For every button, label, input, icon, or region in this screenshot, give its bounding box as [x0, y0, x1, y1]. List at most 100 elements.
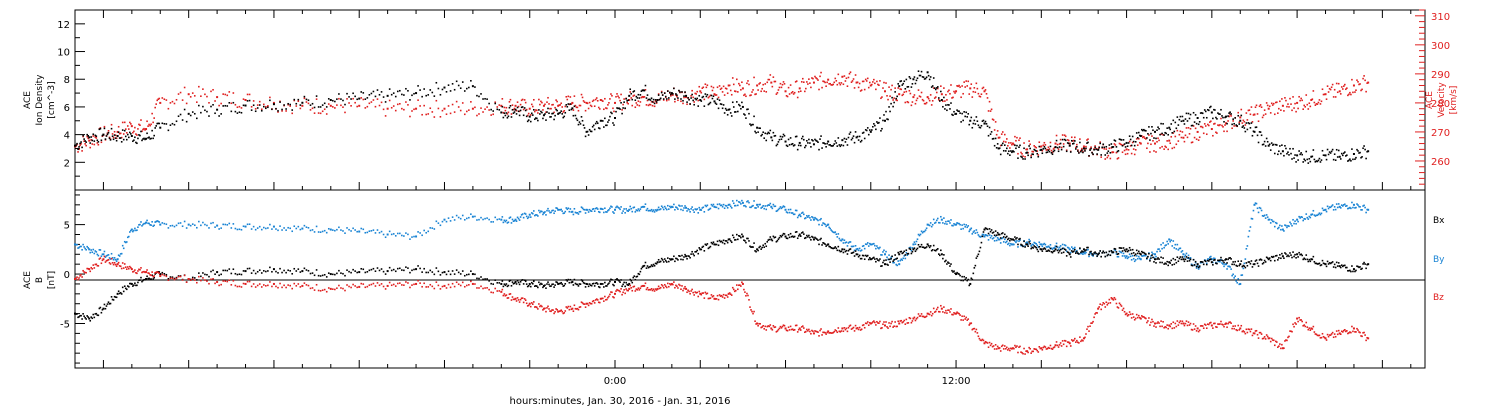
top-velocity-interp-point — [1077, 149, 1079, 151]
bottom-by-interp-point — [665, 208, 668, 211]
top-ion-density-interp-point — [939, 100, 941, 102]
bottom-by-point — [827, 223, 830, 226]
bottom-bx-point — [1154, 258, 1156, 261]
top-velocity-interp-point — [1178, 133, 1181, 136]
bottom-bx-interp-point — [1189, 258, 1192, 261]
bottom-bx-interp-point — [1023, 240, 1025, 243]
top-velocity-interp-point — [1265, 102, 1268, 104]
bottom-by-interp-point — [655, 210, 658, 212]
top-ion-density-interp-point — [368, 94, 371, 96]
bottom-by-interp-point — [1057, 248, 1060, 251]
top-velocity-interp-point — [504, 109, 507, 112]
bottom-by-interp-point — [995, 239, 998, 242]
bottom-bx-interp-point — [1361, 267, 1363, 270]
bottom-bx-interp-point — [622, 283, 624, 286]
bottom-by-interp-point — [1228, 265, 1230, 268]
bottom-bx-interp-point — [134, 282, 136, 285]
bottom-bx-interp-point — [680, 258, 682, 261]
bottom-bz-interp-point — [346, 284, 348, 286]
top-velocity-interp-point — [1356, 79, 1358, 81]
top-ion-density-interp-point — [135, 141, 137, 144]
top-velocity-interp-point — [1045, 149, 1048, 151]
top-velocity-interp-point — [433, 116, 436, 118]
top-velocity-interp-point — [366, 105, 369, 108]
top-velocity-interp-point — [311, 107, 314, 110]
bottom-by-interp-point — [793, 213, 796, 216]
top-velocity-interp-point — [987, 110, 990, 112]
top-ion-density-interp-point — [319, 106, 322, 108]
bottom-by-interp-point — [1144, 254, 1146, 257]
top-velocity-interp-point — [1280, 109, 1282, 111]
bottom-by-interp-point — [911, 247, 914, 249]
bottom-bx-interp-point — [1130, 252, 1133, 255]
top-velocity-interp-point — [622, 103, 624, 106]
bottom-bz-interp-point — [232, 280, 235, 282]
bottom-by-interp-point — [98, 249, 101, 251]
top-velocity-interp-point — [686, 103, 688, 106]
bottom-by-interp-point — [617, 206, 619, 209]
top-ion-density-interp-point — [1188, 117, 1191, 120]
top-ion-density-interp-point — [987, 134, 990, 137]
bottom-bx-interp-point — [1123, 249, 1126, 251]
bottom-by-interp-point — [1366, 208, 1368, 211]
top-velocity-interp-point — [336, 104, 338, 106]
top-ion-density-interp-point — [376, 89, 379, 91]
bottom-bx-interp-point — [117, 290, 120, 293]
top-ion-density-interp-point — [946, 109, 948, 112]
top-right-tick-label: 280 — [1431, 99, 1450, 110]
bottom-bx-interp-point — [594, 282, 597, 285]
bottom-by-interp-point — [705, 205, 708, 208]
bottom-by-interp-point — [755, 207, 757, 209]
top-velocity-interp-point — [1184, 134, 1187, 137]
bottom-bx-point — [642, 265, 645, 268]
top-ion-density-interp-point — [309, 104, 312, 106]
top-ion-density-interp-point — [1255, 126, 1258, 128]
top-ion-density-interp-point — [859, 141, 862, 143]
top-velocity-interp-point — [461, 102, 464, 104]
top-velocity-interp-point — [232, 92, 235, 94]
top-ion-density-interp-point — [441, 88, 444, 91]
top-ion-density-point — [1338, 155, 1341, 158]
top-ion-density-interp-point — [889, 110, 891, 113]
bottom-bz-interp-point — [583, 303, 586, 305]
top-velocity-interp-point — [1303, 104, 1306, 107]
top-velocity-interp-point — [604, 97, 606, 100]
bottom-bx-interp-point — [690, 253, 692, 255]
top-velocity-interp-point — [1059, 138, 1062, 141]
bottom-by-interp-point — [1333, 206, 1336, 208]
bottom-by-interp-point — [861, 245, 864, 248]
bottom-bx-interp-point — [857, 255, 860, 258]
bottom-bz-interp-point — [313, 289, 316, 291]
top-velocity-interp-point — [1080, 149, 1082, 152]
bottom-bx-interp-point — [1080, 251, 1082, 254]
bottom-by-point — [471, 215, 474, 218]
bottom-by-interp-point — [447, 217, 450, 219]
top-ion-density-interp-point — [673, 87, 675, 90]
bottom-bx-interp-point — [1098, 252, 1100, 254]
bottom-by-interp-point — [327, 227, 330, 230]
top-velocity-interp-point — [1199, 125, 1202, 128]
top-velocity-point — [642, 96, 645, 99]
top-ion-density-interp-point — [1098, 146, 1100, 149]
bottom-bz-interp-point — [490, 291, 492, 294]
top-velocity-interp-point — [650, 100, 653, 103]
bottom-bz-interp-point — [455, 281, 458, 284]
bottom-bx-interp-point — [1305, 254, 1308, 256]
bottom-bx-interp-point — [417, 265, 419, 267]
top-velocity-interp-point — [1034, 146, 1037, 148]
top-ion-density-interp-point — [1080, 150, 1082, 153]
bottom-bx-interp-point — [895, 258, 897, 260]
bottom-bx-interp-point — [1060, 252, 1063, 254]
top-ion-density-interp-point — [139, 134, 141, 137]
bottom-bx-interp-point — [587, 285, 590, 288]
top-ion-density-interp-point — [228, 101, 231, 104]
bottom-bz-interp-point — [157, 271, 160, 274]
top-velocity-interp-point — [1030, 154, 1032, 157]
bottom-bx-interp-point — [1171, 264, 1174, 266]
top-velocity-interp-point — [1214, 122, 1216, 125]
bottom-by-interp-point — [1266, 216, 1269, 218]
bottom-bx-interp-point — [1117, 252, 1120, 255]
top-ion-density-interp-point — [919, 74, 922, 77]
bottom-by-interp-point — [1184, 254, 1187, 257]
top-velocity-interp-point — [113, 130, 116, 133]
